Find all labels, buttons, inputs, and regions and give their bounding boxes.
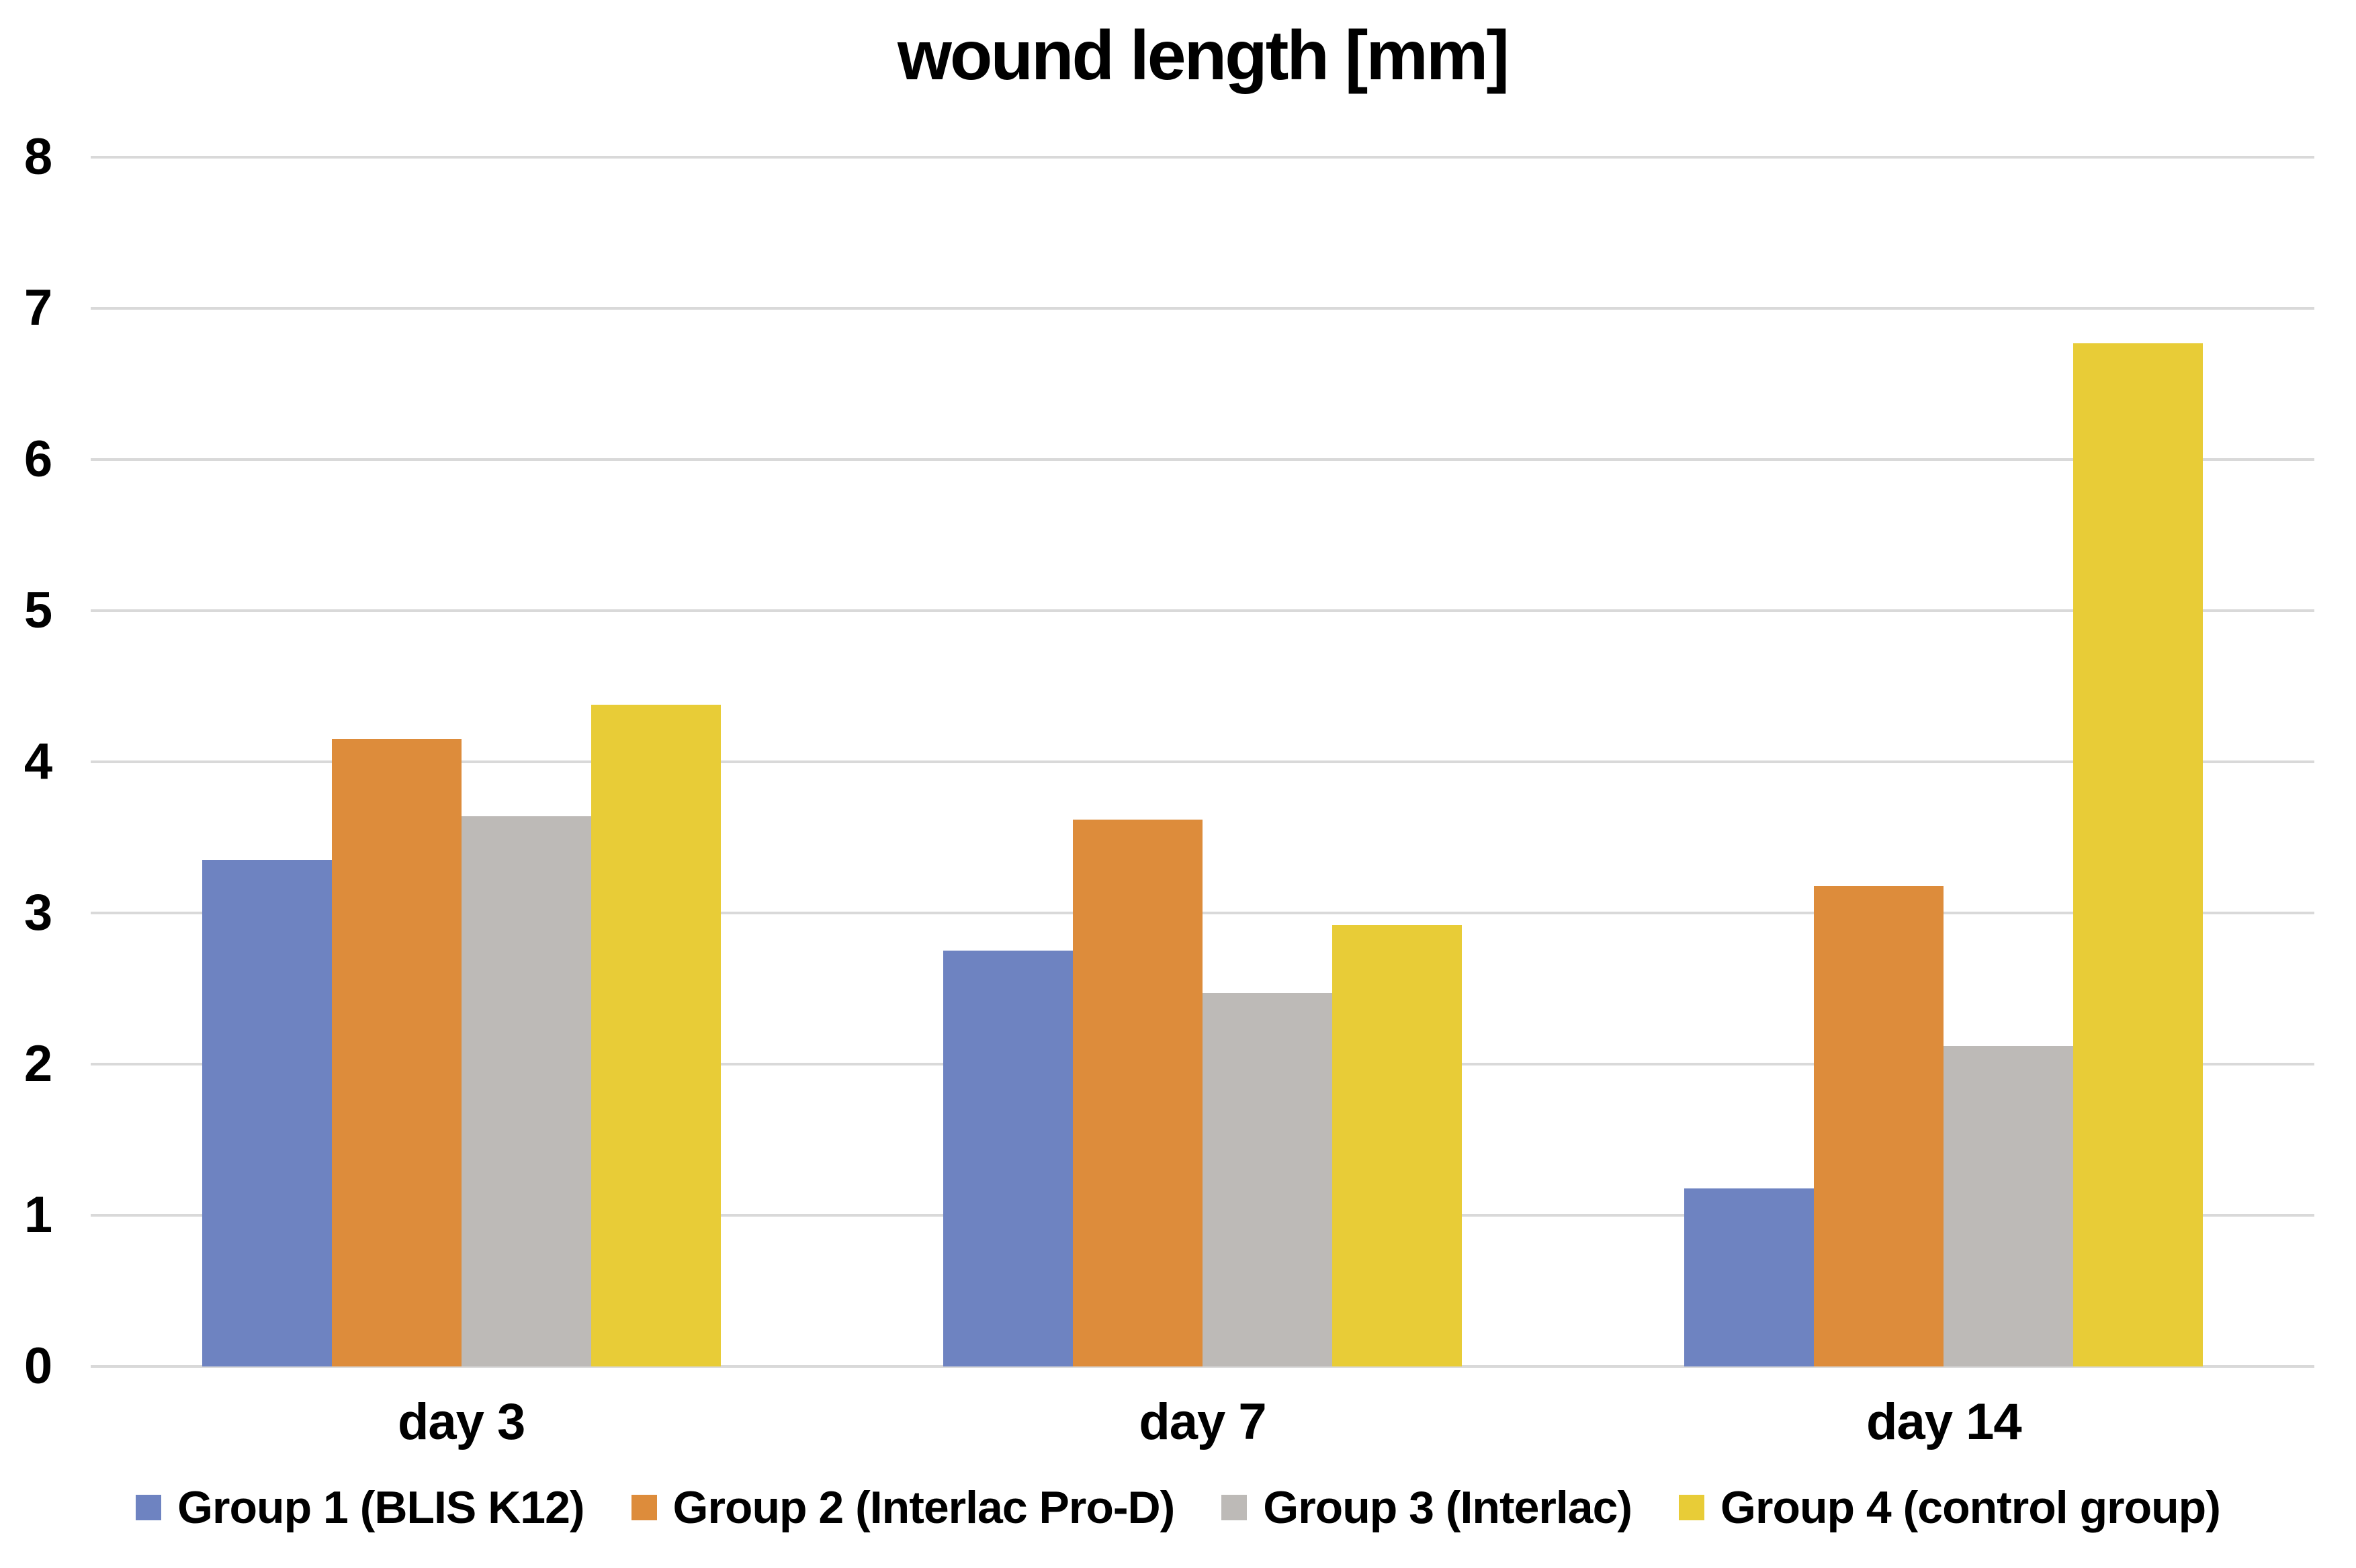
bar — [943, 951, 1073, 1366]
bar — [1944, 1046, 2074, 1366]
plot-area — [91, 156, 2314, 1368]
bar — [331, 739, 462, 1366]
y-tick-label: 5 — [24, 582, 52, 639]
y-tick-label: 2 — [24, 1035, 52, 1092]
gridline — [91, 912, 2314, 914]
bar — [202, 860, 332, 1366]
legend-item: Group 1 (BLIS K12) — [136, 1481, 585, 1534]
category-group — [91, 157, 832, 1366]
bar — [1332, 925, 1462, 1366]
legend-swatch-icon — [136, 1495, 162, 1520]
x-axis-label: day 7 — [1139, 1393, 1266, 1450]
legend-item: Group 3 (Interlac) — [1221, 1481, 1632, 1534]
gridline — [91, 609, 2314, 612]
y-tick-label: 3 — [24, 884, 52, 941]
legend-label: Group 4 (control group) — [1720, 1482, 2221, 1533]
bar — [1072, 819, 1203, 1366]
gridline — [91, 307, 2314, 310]
gridline — [91, 458, 2314, 461]
bar — [1684, 1188, 1815, 1366]
legend-label: Group 2 (Interlac Pro-D) — [672, 1482, 1176, 1533]
chart-title: wound length [mm] — [898, 17, 1510, 95]
category-group — [832, 157, 1573, 1366]
gridline — [91, 760, 2314, 763]
bar — [1202, 993, 1332, 1366]
bar — [591, 704, 721, 1366]
x-axis-label: day 3 — [397, 1393, 525, 1450]
legend-label: Group 3 (Interlac) — [1263, 1482, 1632, 1533]
y-tick-label: 0 — [24, 1338, 52, 1395]
x-axis: day 3 day 7 day 14 — [91, 1392, 2314, 1452]
legend-swatch-icon — [1679, 1495, 1705, 1520]
gridline — [91, 1365, 2314, 1368]
legend-swatch-icon — [631, 1495, 657, 1520]
legend-item: Group 4 (control group) — [1679, 1481, 2221, 1534]
legend-item: Group 2 (Interlac Pro-D) — [631, 1481, 1175, 1534]
bar — [1814, 885, 1944, 1366]
bar — [2073, 343, 2204, 1366]
y-tick-label: 4 — [24, 733, 52, 790]
bar — [461, 816, 591, 1366]
y-tick-label: 1 — [24, 1186, 52, 1244]
legend: Group 1 (BLIS K12) Group 2 (Interlac Pro-… — [0, 1475, 2356, 1540]
y-tick-label: 6 — [24, 431, 52, 488]
x-axis-label: day 14 — [1866, 1393, 2022, 1450]
legend-label: Group 1 (BLIS K12) — [177, 1482, 584, 1533]
y-tick-label: 7 — [24, 279, 52, 337]
y-tick-label: 8 — [24, 128, 52, 185]
gridline — [91, 156, 2314, 159]
legend-swatch-icon — [1221, 1495, 1248, 1520]
category-group — [1573, 157, 2314, 1366]
